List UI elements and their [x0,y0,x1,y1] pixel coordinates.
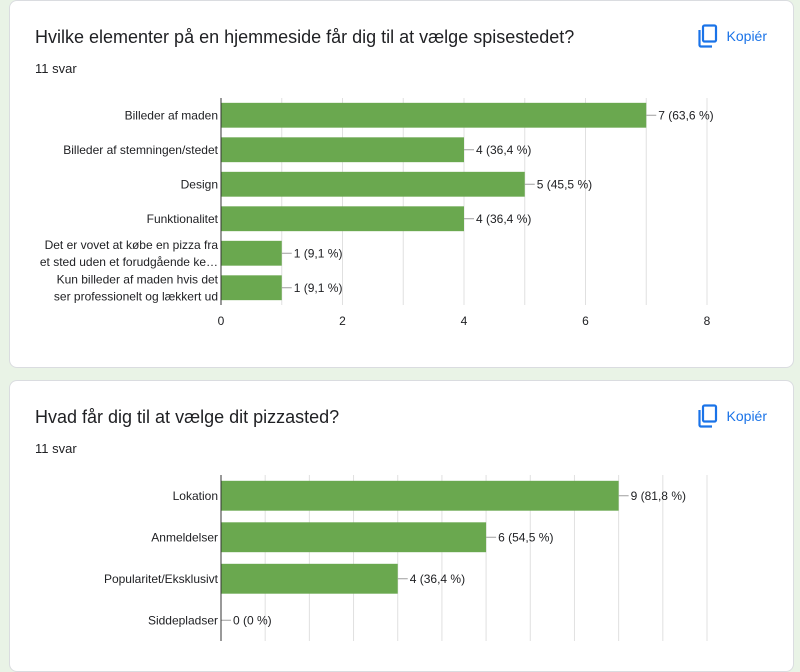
bar-chart-2: 9 (81,8 %) Lokation 6 (54,5 %) Anmeldelser 4… [104,475,708,641]
question-title: Hvilke elementer på en hjemmeside får di… [35,27,575,47]
copy-icon [697,24,719,48]
value-label: 1 (9,1 %) [294,281,343,295]
copy-label: Kopiér [726,408,767,424]
category-label: Billeder af maden [125,108,218,122]
copy-button[interactable]: Kopiér [697,24,767,48]
bar [221,275,282,301]
value-label: 5 (45,5 %) [537,177,592,191]
category-label: Funktionalitet [147,212,219,226]
category-label: Det er vovet at købe en pizza fra et sted… [40,238,218,269]
category-label: Design [181,177,218,191]
question-card-1: Hvilke elementer på en hjemmeside får di… [9,0,794,368]
bar [221,206,464,232]
value-label: 4 (36,4 %) [410,572,465,586]
value-label: 4 (36,4 %) [476,212,531,226]
category-label: Popularitet/Eksklusivt [104,572,219,586]
bar [221,240,282,266]
response-count: 11 svar [35,441,77,456]
x-tick-label: 0 [218,314,225,328]
bar [221,522,487,553]
bar [221,563,398,594]
copy-label: Kopiér [726,28,767,44]
category-label: Siddepladser [148,613,218,627]
bar-chart-1: 0 2 4 6 8 7 (63,6 %) Billeder af maden 4 (36,4 … [40,98,714,328]
x-tick-label: 8 [704,314,711,328]
value-label: 6 (54,5 %) [498,530,553,544]
x-tick-label: 4 [461,314,468,328]
value-label: 7 (63,6 %) [658,108,713,122]
bar [221,102,647,128]
value-label: 4 (36,4 %) [476,143,531,157]
question-title: Hvad får dig til at vælge dit pizzasted? [35,407,340,427]
bar [221,137,464,163]
copy-button[interactable]: Kopiér [697,404,767,428]
x-tick-label: 2 [339,314,346,328]
category-label: Lokation [173,489,218,503]
bar [221,480,619,511]
value-label: 9 (81,8 %) [631,489,686,503]
question-card-2: Hvad får dig til at vælge dit pizzasted?… [9,380,794,672]
value-label: 0 (0 %) [233,613,272,627]
response-count: 11 svar [35,61,77,76]
category-label: Kun billeder af maden hvis det ser profes… [54,272,219,303]
copy-icon [697,404,719,428]
category-label: Billeder af stemningen/stedet [63,143,218,157]
value-label: 1 (9,1 %) [294,246,343,260]
category-label: Anmeldelser [151,530,218,544]
bar [221,171,525,197]
x-tick-label: 6 [582,314,589,328]
